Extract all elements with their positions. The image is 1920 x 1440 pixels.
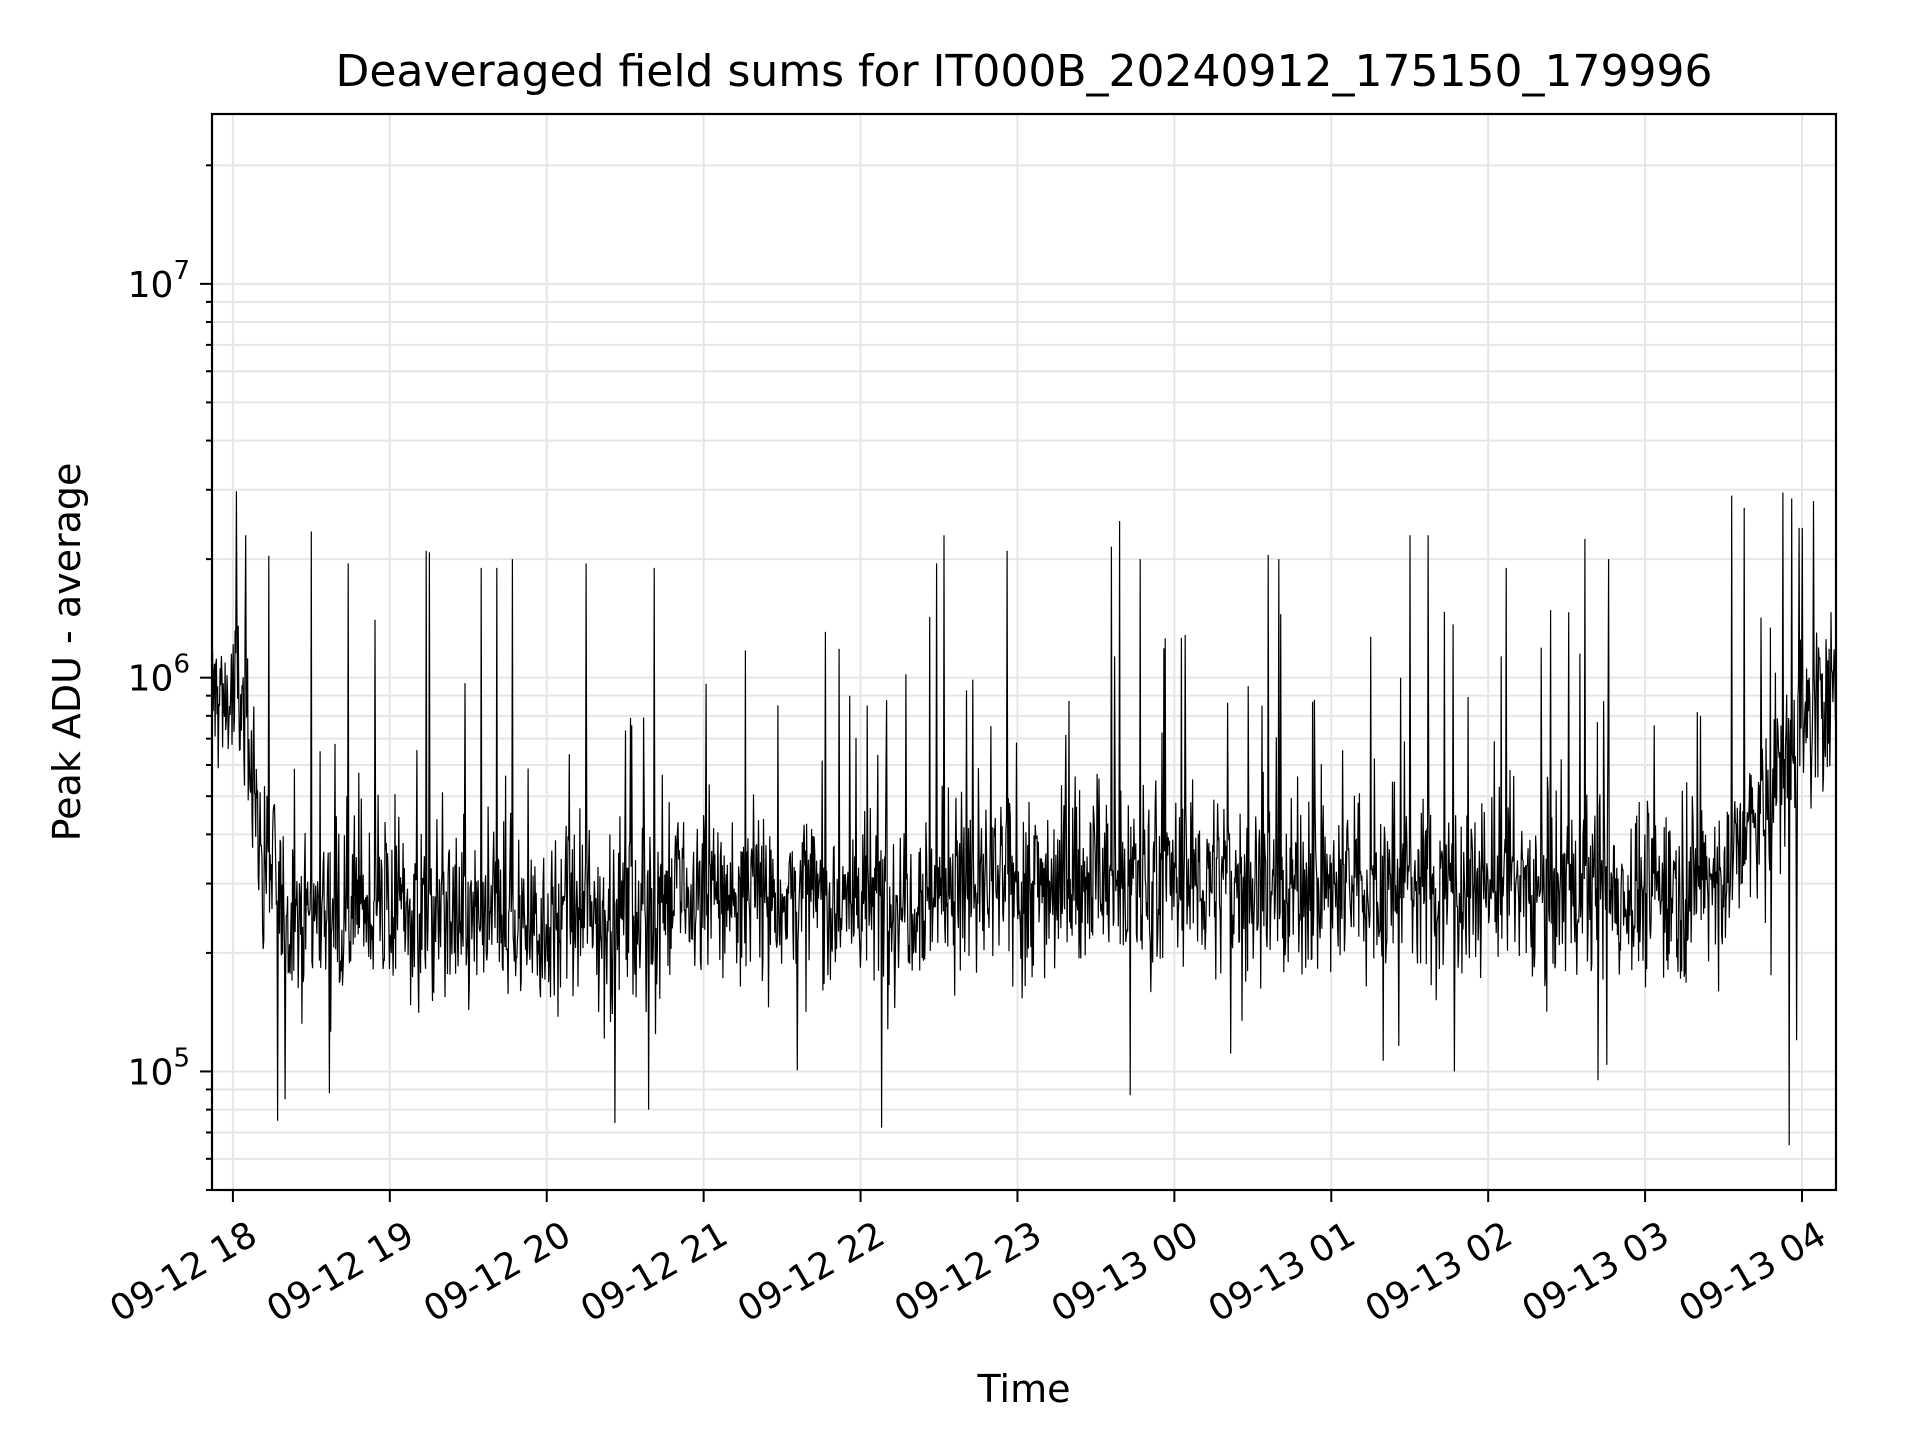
plot-frame [210,112,1838,1192]
y-tick-label: 105 [128,1043,190,1093]
x-axis-label: Time [977,1367,1071,1411]
y-axis-label: Peak ADU - average [45,463,89,842]
y-tick-label: 106 [128,650,190,700]
y-tick-label: 107 [128,256,190,306]
series-line [212,491,1837,1146]
chart-title: Deaveraged field sums for IT000B_2024091… [336,46,1713,97]
series-path [212,491,1837,1146]
